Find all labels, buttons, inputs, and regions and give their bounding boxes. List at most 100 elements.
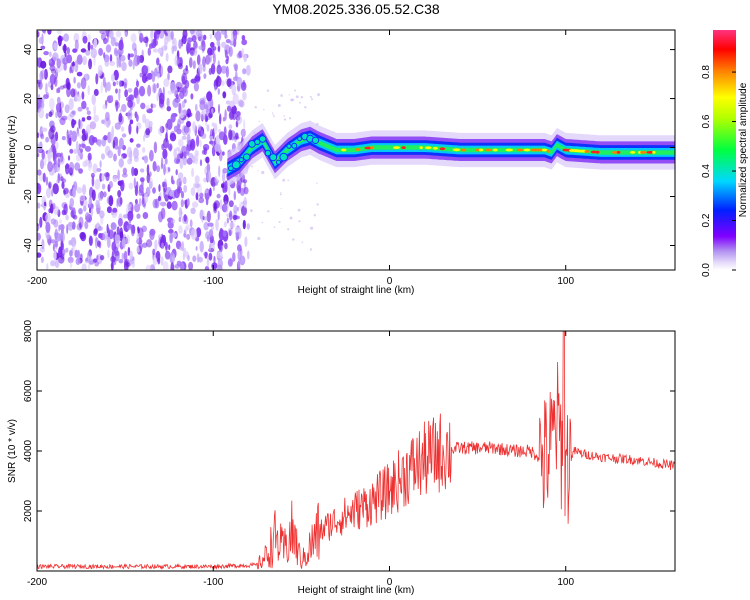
noise-speckle (91, 189, 96, 201)
noise-speckle (120, 126, 125, 132)
noise-speckle (136, 125, 139, 134)
noise-speckle (38, 107, 45, 119)
noise-speckle (128, 53, 135, 58)
noise-speckle (71, 221, 76, 230)
noise-speckle (173, 125, 178, 133)
noise-speckle (68, 240, 72, 246)
noise-speckle (278, 221, 281, 223)
noise-speckle (90, 172, 95, 178)
ridge-hotspot (355, 148, 361, 151)
noise-speckle (214, 143, 220, 152)
noise-speckle (47, 161, 53, 173)
colorbar-tick-label: 0.6 (701, 114, 712, 128)
noise-speckle (65, 163, 70, 175)
noise-speckle (217, 88, 220, 95)
noise-speckle (258, 120, 260, 123)
noise-speckle (200, 110, 206, 121)
noise-speckle (127, 99, 133, 108)
noise-speckle (169, 132, 177, 142)
noise-speckle (152, 48, 158, 53)
noise-speckle (206, 124, 210, 132)
noise-speckle (106, 31, 109, 43)
noise-speckle (231, 83, 237, 96)
noise-speckle (87, 152, 92, 162)
noise-speckle (136, 55, 141, 65)
noise-speckle (180, 199, 184, 208)
noise-speckle (134, 198, 138, 205)
noise-speckle (218, 128, 221, 133)
noise-speckle (188, 261, 194, 270)
noise-speckle (165, 52, 169, 62)
ridge-hotspot (516, 148, 524, 152)
noise-speckle (68, 98, 74, 111)
noise-speckle (179, 159, 184, 170)
noise-speckle (144, 118, 150, 129)
noise-speckle (84, 145, 92, 152)
noise-speckle (181, 75, 186, 85)
noise-speckle (116, 80, 119, 85)
noise-speckle (226, 105, 232, 112)
noise-speckle (183, 233, 187, 238)
noise-speckle (57, 209, 61, 218)
noise-speckle (292, 98, 295, 101)
noise-speckle (178, 39, 182, 49)
noise-speckle (133, 147, 139, 159)
noise-speckle (242, 219, 246, 230)
noise-speckle (178, 112, 185, 119)
noise-speckle (145, 264, 152, 270)
noise-speckle (215, 75, 222, 87)
noise-speckle (183, 185, 188, 193)
noise-speckle (216, 251, 223, 259)
noise-speckle (45, 213, 51, 223)
noise-speckle (122, 167, 127, 175)
noise-speckle (73, 214, 78, 220)
spectrogram-x-tick-label: -100 (203, 276, 223, 287)
noise-speckle (183, 214, 187, 222)
noise-speckle (46, 263, 49, 270)
noise-speckle (133, 177, 136, 189)
noise-speckle (73, 76, 76, 84)
noise-speckle (219, 113, 222, 125)
noise-speckle (271, 112, 274, 114)
noise-speckle (81, 263, 87, 270)
noise-speckle (56, 179, 59, 184)
snr-series-line (37, 331, 675, 571)
noise-speckle (120, 55, 126, 62)
ridge-hotspot (231, 160, 241, 170)
noise-speckle (229, 221, 235, 229)
noise-speckle (85, 129, 89, 134)
noise-speckle (67, 114, 73, 121)
noise-speckle (162, 148, 168, 160)
noise-speckle (104, 172, 110, 178)
noise-speckle (80, 148, 83, 153)
noise-speckle (204, 113, 207, 122)
noise-speckle (93, 88, 99, 97)
noise-speckle (142, 113, 147, 124)
noise-speckle (41, 96, 45, 103)
noise-speckle (165, 123, 168, 129)
noise-speckle (195, 110, 201, 122)
noise-speckle (227, 258, 233, 267)
snr-plot-area (37, 331, 675, 571)
noise-speckle (38, 36, 44, 45)
noise-speckle (121, 237, 126, 248)
noise-speckle (163, 163, 166, 176)
noise-speckle (167, 167, 171, 172)
noise-speckle (173, 148, 177, 159)
noise-speckle (76, 54, 83, 65)
noise-speckle (124, 89, 128, 98)
noise-speckle (117, 217, 123, 227)
noise-speckle (48, 127, 55, 140)
noise-speckle (222, 151, 225, 156)
noise-speckle (228, 124, 233, 130)
noise-speckle (304, 106, 307, 109)
noise-speckle (78, 208, 83, 215)
noise-speckle (287, 228, 290, 231)
noise-speckle (81, 133, 87, 142)
noise-speckle (154, 239, 158, 251)
noise-speckle (183, 151, 187, 159)
noise-speckle (208, 252, 213, 261)
noise-speckle (149, 177, 154, 188)
noise-speckle (159, 126, 165, 134)
noise-speckle (94, 178, 101, 190)
